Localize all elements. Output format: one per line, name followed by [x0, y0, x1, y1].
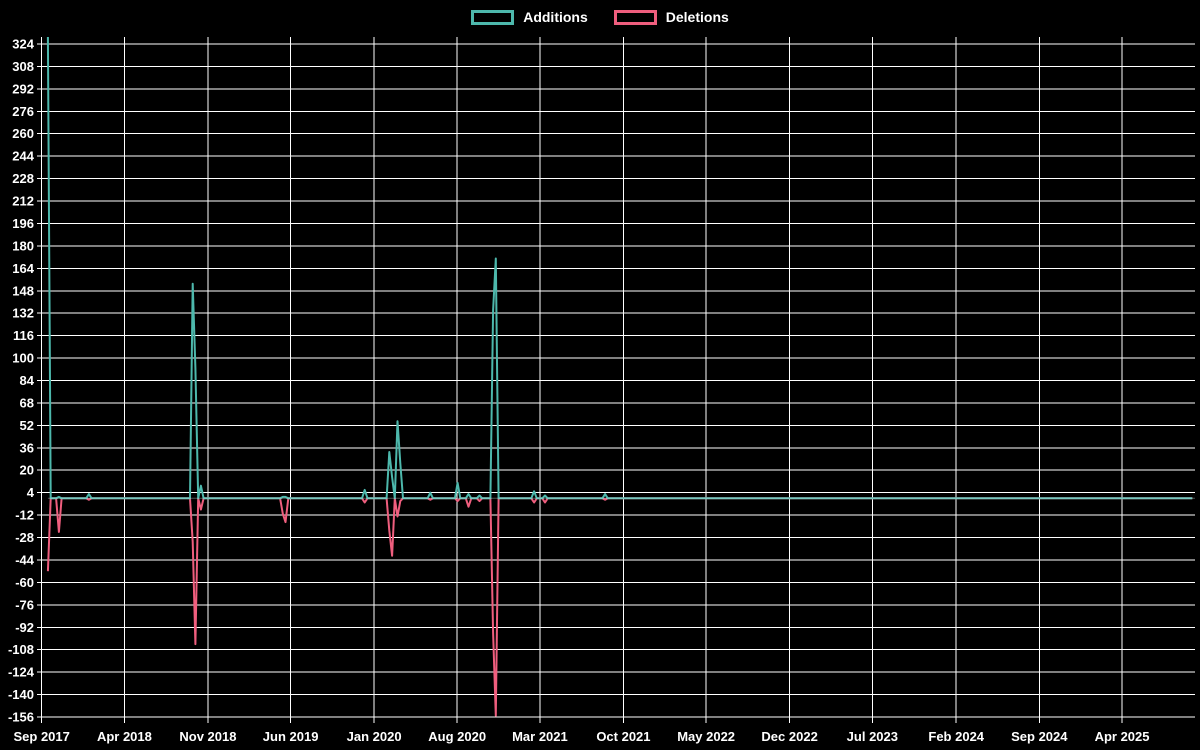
y-tick-label: 116: [13, 328, 34, 343]
x-tick-label: Jun 2019: [263, 729, 319, 744]
y-tick-label: 84: [20, 373, 35, 388]
y-tick-label: 68: [20, 395, 34, 410]
y-tick-label: -76: [15, 597, 34, 612]
y-tick-label: -12: [15, 508, 34, 523]
y-tick-label: 292: [12, 81, 34, 96]
x-tick-label: Aug 2020: [428, 729, 486, 744]
x-tick-label: Nov 2018: [179, 729, 236, 744]
y-tick-label: -28: [15, 530, 34, 545]
deletions-swatch-icon: [613, 9, 657, 25]
y-tick-label: 180: [12, 238, 34, 253]
y-tick-label: 4: [27, 485, 35, 500]
legend-item-deletions[interactable]: Deletions: [613, 9, 729, 25]
x-tick-label: Jul 2023: [847, 729, 898, 744]
additions-line: [46, 36, 1193, 500]
y-tick-label: 260: [12, 126, 34, 141]
legend-label-additions: Additions: [523, 9, 588, 25]
legend-label-deletions: Deletions: [665, 9, 729, 25]
y-tick-label: 228: [12, 171, 34, 186]
y-tick-label: -60: [15, 575, 34, 590]
x-tick-label: Mar 2021: [512, 729, 568, 744]
y-tick-label: 212: [12, 194, 34, 209]
y-tick-label: 148: [12, 283, 34, 298]
y-tick-label: -124: [8, 665, 35, 680]
y-tick-label: 244: [12, 149, 34, 164]
y-tick-label: 36: [20, 440, 34, 455]
y-tick-label: 164: [12, 261, 34, 276]
additions-swatch-icon: [471, 9, 515, 25]
x-tick-label: Oct 2021: [596, 729, 650, 744]
x-gridlines: [41, 37, 1123, 723]
x-tick-label: Sep 2017: [14, 729, 70, 744]
x-tick-label: Sep 2024: [1011, 729, 1068, 744]
chart-legend: Additions Deletions: [0, 6, 1200, 28]
y-tick-label: -156: [8, 710, 34, 725]
y-tick-label: 132: [12, 306, 34, 321]
y-tick-label: 20: [20, 463, 34, 478]
y-tick-label: 100: [12, 351, 34, 366]
x-tick-label: Feb 2024: [928, 729, 984, 744]
y-tick-labels: 324 308 292 276 260 244 228 212 196 180 164 148 132 1…: [8, 37, 35, 725]
x-tick-label: Apr 2018: [97, 729, 152, 744]
y-tick-label: 52: [20, 418, 34, 433]
y-tick-label: 276: [12, 104, 34, 119]
y-tick-label: 324: [12, 37, 34, 52]
x-tick-label: Dec 2022: [761, 729, 817, 744]
y-tick-label: -44: [15, 552, 35, 567]
y-gridlines: [37, 43, 1195, 718]
deletions-line: [46, 497, 1193, 717]
x-tick-labels: Sep 2017 Apr 2018 Nov 2018 Jun 2019 Jan 2020…: [14, 729, 1150, 744]
legend-item-additions[interactable]: Additions: [471, 9, 588, 25]
y-tick-label: -108: [8, 642, 34, 657]
x-tick-label: Jan 2020: [347, 729, 402, 744]
x-tick-label: May 2022: [677, 729, 735, 744]
y-tick-label: -140: [8, 687, 34, 702]
y-tick-label: -92: [15, 620, 34, 635]
y-tick-label: 308: [12, 59, 34, 74]
x-tick-label: Apr 2025: [1095, 729, 1150, 744]
y-tick-label: 196: [12, 216, 34, 231]
